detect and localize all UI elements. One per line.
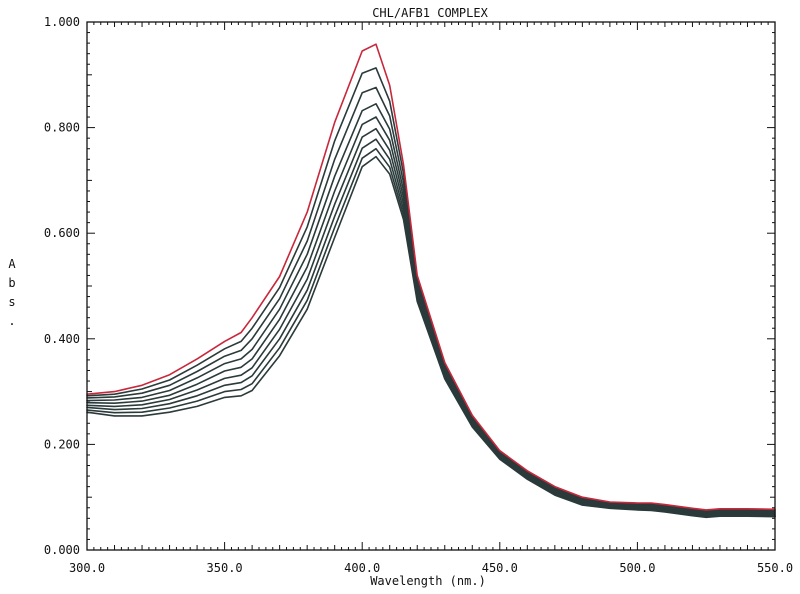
axis-ticks: [86, 21, 776, 551]
x-tick-label: 400.0: [344, 561, 380, 575]
y-tick-label: 0.200: [44, 437, 80, 451]
y-axis-label-char: b: [8, 276, 15, 290]
y-tick-label: 0.600: [44, 226, 80, 240]
series-line: [86, 86, 776, 513]
series-line: [86, 116, 776, 515]
y-axis-label-char: .: [8, 314, 15, 328]
y-tick-label: 1.000: [44, 15, 80, 29]
x-tick-label: 350.0: [207, 561, 243, 575]
x-tick-label: 550.0: [757, 561, 793, 575]
series-line: [86, 103, 776, 514]
y-axis-label-char: s: [8, 295, 15, 309]
chart-title: CHL/AFB1 COMPLEX: [372, 6, 488, 20]
x-tick-label: 500.0: [619, 561, 655, 575]
series-layer: [86, 43, 776, 519]
series-line: [86, 67, 776, 512]
y-tick-label: 0.400: [44, 332, 80, 346]
y-tick-label: 0.000: [44, 543, 80, 557]
x-axis-label: Wavelength (nm.): [370, 574, 486, 588]
x-tick-label: 300.0: [69, 561, 105, 575]
y-axis-label: Abs.: [8, 257, 16, 328]
series-line: [86, 138, 776, 517]
series-line-top: [86, 43, 776, 511]
y-tick-label: 0.800: [44, 121, 80, 135]
tick-labels: 300.0 350.0 400.0 450.0 500.0 550.0 0.000 0.200…: [44, 15, 793, 575]
x-tick-label: 450.0: [482, 561, 518, 575]
y-axis-label-char: A: [8, 257, 16, 271]
series-line: [86, 127, 776, 516]
plot-frame: [86, 21, 776, 551]
